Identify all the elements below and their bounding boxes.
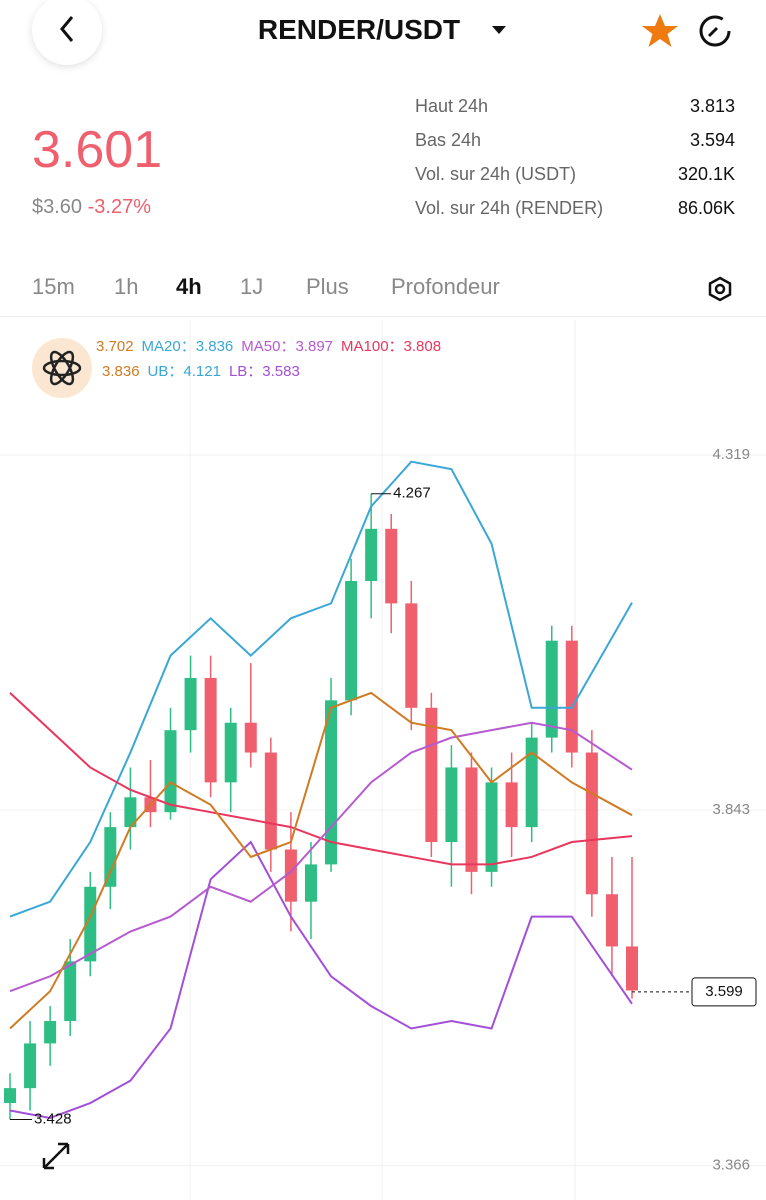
interval-tab[interactable]: Profondeur [391, 274, 500, 299]
candle-body [365, 528, 378, 582]
candle-body [565, 640, 578, 753]
legend-label: MA50： [241, 338, 295, 355]
indicator-line [9, 460, 633, 918]
expand-icon[interactable] [40, 1140, 72, 1172]
y-tick-label: 3.843 [712, 801, 750, 818]
indicator-line [9, 692, 633, 866]
candle-body [405, 603, 418, 708]
y-tick-label: 3.366 [712, 1157, 750, 1174]
back-button[interactable] [32, 0, 102, 65]
legend-label: MA20： [142, 338, 196, 355]
legend-value: 3.897 [295, 338, 333, 355]
candle-body [445, 767, 458, 843]
candle-body [224, 722, 237, 783]
candle-body [264, 752, 277, 850]
interval-tab[interactable]: 15m [32, 274, 75, 299]
legend-label: MA100： [341, 338, 404, 355]
favorite-star[interactable] [640, 12, 680, 50]
legend-value: 3.836 [102, 363, 140, 380]
candle-body [505, 782, 518, 828]
stat-label: Haut 24h [415, 96, 489, 116]
legend-value: 4.121 [183, 363, 221, 380]
candle-body [104, 827, 117, 887]
candle-body [24, 1043, 37, 1089]
interval-tab[interactable]: 1J [240, 274, 264, 299]
stat-value: 320.1K [677, 164, 735, 184]
stat-label: Bas 24h [415, 130, 482, 150]
logo-badge [32, 338, 92, 398]
legend-value: 3.702 [96, 338, 134, 355]
stat-label: Vol. sur 24h (USDT) [415, 164, 577, 184]
candle-body [605, 894, 618, 947]
candle-body [84, 886, 97, 962]
pair-title[interactable]: RENDER/USDT [257, 14, 461, 45]
refresh-icon[interactable] [696, 12, 734, 50]
usd-price: $3.60 [32, 196, 83, 218]
last-price-box [691, 977, 757, 1007]
candle-body [284, 849, 297, 902]
settings-icon[interactable] [706, 275, 734, 303]
candle-body [585, 752, 598, 895]
low-label: 3.428 [34, 1110, 72, 1127]
divider [0, 316, 766, 317]
indicator-line [9, 691, 633, 1030]
candle-body [545, 640, 558, 738]
stat-row: Haut 24h 3.813 [415, 96, 735, 130]
candle-body [124, 797, 137, 828]
candle-body [304, 864, 317, 902]
last-price: 3.601 [32, 121, 163, 179]
indicator-line [9, 840, 633, 1120]
legend-label: UB： [148, 363, 184, 380]
interval-tab[interactable]: 4h [176, 274, 202, 299]
stat-row: Vol. sur 24h (RENDER) 86.06K [415, 198, 735, 232]
stats: Haut 24h 3.813 Bas 24h 3.594 Vol. sur 24h (U… [415, 96, 735, 232]
legend-label: LB： [229, 363, 262, 380]
legend-row: 3.702 MA20：3.836 MA50：3.897 MA100：3.808 [96, 338, 441, 355]
stat-label: Vol. sur 24h (RENDER) [415, 198, 604, 218]
y-tick-label: 4.319 [712, 446, 750, 463]
candle-body [64, 961, 77, 1022]
interval-tabs: 15m 1h 4h 1J Plus Profondeur [32, 274, 531, 300]
candle-body [44, 1021, 57, 1044]
candle-body [525, 737, 538, 828]
stat-value: 86.06K [677, 198, 735, 218]
interval-tab[interactable]: Plus [306, 274, 349, 299]
legend-value: 3.836 [196, 338, 234, 355]
price-sub: $3.60 -3.27% [32, 196, 151, 219]
logo-icon [42, 350, 82, 386]
dropdown-icon[interactable] [490, 22, 510, 38]
candle-body [485, 782, 498, 872]
candle-body [244, 722, 257, 753]
stat-row: Vol. sur 24h (USDT) 320.1K [415, 164, 735, 198]
candle-body [4, 1088, 16, 1104]
stat-value: 3.594 [689, 130, 735, 150]
legend-value: 3.808 [404, 338, 442, 355]
legend-value: 3.583 [262, 363, 300, 380]
candle-body [626, 946, 638, 991]
candle-body [184, 677, 197, 731]
candle-body [345, 581, 358, 701]
indicator-line [9, 721, 633, 993]
price-change: -3.27% [87, 196, 151, 218]
candle-body [204, 677, 217, 783]
last-price-label: 3.599 [705, 983, 743, 1000]
stat-row: Bas 24h 3.594 [415, 130, 735, 164]
interval-tab[interactable]: 1h [114, 274, 139, 299]
high-label: 4.267 [393, 485, 431, 502]
candle-body [465, 767, 478, 872]
back-icon [60, 16, 74, 42]
candle-body [425, 707, 438, 843]
stat-value: 3.813 [689, 96, 735, 116]
legend-row: 3.836 UB：4.121 LB：3.583 [102, 363, 300, 380]
candle-body [164, 730, 177, 813]
candle-body [385, 528, 398, 604]
